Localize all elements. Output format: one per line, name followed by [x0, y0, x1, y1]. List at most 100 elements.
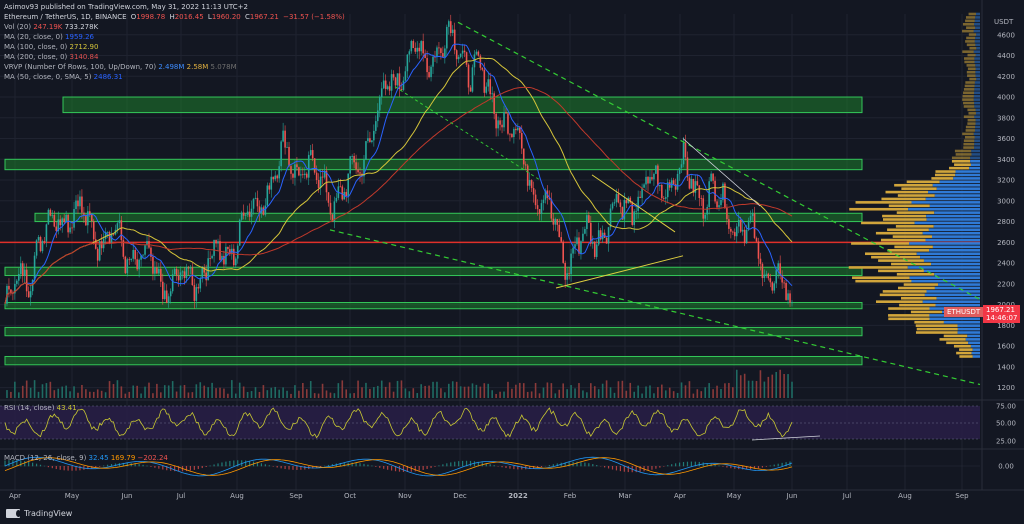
volume-profile-bar-down [925, 197, 980, 201]
macd-histogram-bar [489, 464, 491, 467]
volume-bar [566, 389, 568, 398]
volume-profile-bar-down [974, 22, 980, 26]
volume-profile-bar-down [908, 207, 980, 211]
volume-bar [783, 373, 785, 398]
candle-body [138, 259, 140, 270]
candle-body [420, 41, 422, 52]
volume-bar [152, 393, 154, 398]
macd-histogram-bar [256, 462, 259, 467]
symbol-ohlc-line: Ethereum / TetherUS, 1D, BINANCE O1998.7… [4, 13, 345, 21]
volume-bar [242, 386, 245, 398]
macd-histogram-bar [4, 460, 6, 467]
volume-profile-bar-down [974, 142, 980, 146]
macd-histogram-bar [406, 466, 408, 472]
volume-bar [234, 393, 237, 398]
volume-profile-bar-down [929, 204, 980, 208]
volume-bar [187, 392, 190, 398]
candle-body [536, 205, 539, 210]
volume-bar [321, 383, 324, 398]
candle-body [14, 283, 16, 294]
time-tick-label: Aug [230, 492, 244, 500]
macd-histogram-bar [146, 465, 148, 467]
candle-body [59, 219, 62, 226]
candle-body [122, 240, 125, 257]
candle-body [785, 283, 787, 300]
candle-body [706, 207, 708, 215]
volume-bar [219, 387, 221, 398]
ma200-legend[interactable]: MA (200, close, 0) 3140.84 [4, 53, 99, 61]
candle-body [558, 224, 561, 238]
volume-profile-bar-down [955, 170, 980, 173]
volume-profile-bar-down [973, 94, 980, 98]
macd-histogram-bar [213, 464, 215, 467]
volume-profile-bar-down [933, 225, 980, 228]
volume-bar [278, 389, 280, 398]
candle-body [244, 214, 247, 216]
candle-body [388, 86, 391, 91]
candle-body [161, 281, 164, 300]
volume-profile-bar-up [965, 19, 975, 23]
volume-bar [471, 383, 474, 398]
macd-histogram-bar [611, 466, 614, 470]
macd-histogram-bar [359, 463, 361, 467]
candle-body [761, 263, 764, 279]
volume-bar [254, 387, 257, 398]
candle-body [698, 185, 701, 199]
candle-body [313, 158, 316, 173]
candle-body [552, 218, 555, 225]
volume-profile-bar-down [971, 351, 980, 355]
macd-histogram-bar [734, 466, 736, 469]
volume-bar [136, 385, 138, 398]
time-tick-label: Jun [121, 492, 133, 500]
macd-histogram-bar [150, 466, 152, 467]
macd-histogram-bar [548, 465, 550, 467]
support-zone [62, 96, 863, 114]
macd-histogram-bar [450, 462, 452, 467]
tradingview-logo[interactable]: TradingView [6, 509, 72, 518]
candle-body [491, 93, 493, 95]
ma50-legend[interactable]: MA (50, close, 0, SMA, 5) 2486.31 [4, 73, 123, 81]
candle-body [404, 71, 407, 81]
volume-bar [692, 393, 695, 398]
macd-histogram-bar [174, 466, 176, 472]
volume-profile-bar-down [974, 146, 980, 149]
candle-body [96, 248, 99, 261]
volume-profile-bar-down [907, 266, 980, 269]
macd-histogram-bar [726, 466, 728, 468]
volume-bar [160, 392, 162, 398]
ma20-legend[interactable]: MA (20, close, 0) 1959.26 [4, 33, 94, 41]
vrvp-legend[interactable]: VRVP (Number Of Rows, 100, Up/Down, 70) … [4, 63, 237, 71]
candle-body [465, 52, 468, 65]
macd-histogram-bar [28, 461, 30, 467]
macd-histogram-bar [292, 466, 294, 470]
volume-bar [250, 391, 253, 398]
volume-profile-bar-up [916, 327, 958, 331]
candle-body [745, 229, 748, 244]
candle-body [357, 169, 359, 173]
tradingview-icon [6, 509, 21, 518]
macd-histogram-bar [177, 466, 180, 472]
candle-body [227, 246, 229, 250]
candle-body [118, 220, 121, 224]
candle-body [156, 267, 158, 274]
candle-body [576, 237, 578, 245]
symbol-name[interactable]: Ethereum / TetherUS, 1D, BINANCE [4, 13, 127, 21]
support-zone [34, 212, 863, 223]
volume-bar [645, 386, 647, 398]
ma100-legend[interactable]: MA (100, close, 0) 2712.90 [4, 43, 99, 51]
volume-legend[interactable]: Vol (20) 247.19K 733.278K [4, 23, 99, 31]
volume-bar [649, 385, 651, 398]
volume-bar [191, 392, 194, 398]
macd-histogram-bar [327, 464, 330, 467]
volume-profile-bar-up [848, 266, 908, 269]
volume-bar [597, 389, 600, 398]
candle-body [418, 47, 421, 52]
volume-profile-bar-up [963, 115, 975, 119]
macd-histogram-bar [103, 465, 105, 467]
volume-profile-bar-up [963, 57, 975, 60]
price-tick-label: 3800 [997, 114, 1015, 122]
macd-histogram-bar [675, 463, 677, 467]
candle-body [637, 196, 639, 211]
volume-bar [479, 386, 482, 398]
